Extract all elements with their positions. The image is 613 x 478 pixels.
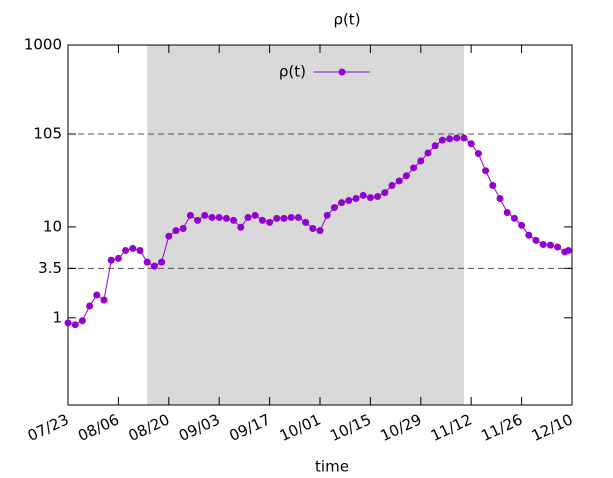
data-point [316,227,324,235]
x-tick-label: 09/03 [176,410,223,445]
data-point [388,182,396,190]
data-point [309,224,317,232]
data-point [143,258,151,266]
data-point [294,213,302,221]
data-point [402,172,410,180]
data-point [525,231,533,239]
data-point [215,213,223,221]
data-point [78,317,86,325]
y-tick-label: 1000 [24,36,62,54]
data-point [100,296,108,304]
data-point [158,258,166,266]
data-point [518,221,526,229]
y-tick-label: 105 [33,125,62,143]
data-point [482,167,490,175]
data-point [510,214,518,222]
data-point [136,246,144,254]
data-point [330,204,338,212]
x-tick-label: 11/26 [478,410,525,445]
data-point [114,254,122,262]
data-point [417,157,425,165]
data-point [222,214,230,222]
data-point [93,291,101,299]
x-tick-label: 10/29 [378,410,425,445]
data-point [381,189,389,197]
data-point [460,134,468,142]
data-point [489,182,497,190]
x-tick-label: 08/20 [126,410,173,445]
legend-marker [338,68,346,76]
data-point [438,136,446,144]
x-tick-label: 10/15 [327,410,374,445]
data-point [64,319,72,327]
data-point [564,246,572,254]
data-point [179,224,187,232]
data-point [503,208,511,216]
data-point [532,236,540,244]
data-point [107,256,115,264]
data-point [194,216,202,224]
data-point [244,213,252,221]
data-point [208,213,216,221]
x-tick-label: 08/06 [75,410,122,445]
data-point [431,142,439,150]
data-point [474,150,482,158]
data-point [230,216,238,224]
y-tick-label: 3.5 [38,259,62,277]
data-point [410,164,418,172]
chart-title: ρ(t) [333,11,360,29]
data-point [71,321,79,329]
data-point [280,214,288,222]
data-point [86,302,94,310]
data-point [302,218,310,226]
data-point [172,227,180,235]
data-point [273,214,281,222]
legend-label: ρ(t) [279,63,306,81]
data-point [467,140,475,148]
x-tick-label: 07/23 [25,410,72,445]
data-point [266,218,274,226]
x-tick-label: 10/01 [277,410,324,445]
data-point [424,149,432,157]
data-point [122,246,130,254]
data-point [186,211,194,219]
data-point [251,211,259,219]
data-point [323,211,331,219]
data-point [546,241,554,249]
data-point [150,262,158,270]
data-point [446,135,454,143]
data-point [496,195,504,203]
x-tick-label: 09/17 [226,410,273,445]
data-point [539,241,547,249]
data-point [345,197,353,205]
data-point [129,244,137,252]
data-point [258,216,266,224]
data-point [165,232,173,240]
data-point [366,194,374,202]
x-tick-label: 11/12 [428,410,475,445]
data-point [237,223,245,231]
data-point [352,195,360,203]
y-tick-label: 10 [43,217,62,235]
data-point [359,191,367,199]
data-point [287,213,295,221]
data-point [338,199,346,207]
data-point [554,243,562,251]
data-point [453,134,461,142]
data-point [374,192,382,200]
data-point [395,177,403,185]
y-tick-label: 1 [52,308,62,326]
x-tick-label: 12/10 [529,410,576,445]
x-axis-label: time [315,458,349,476]
data-point [201,211,209,219]
